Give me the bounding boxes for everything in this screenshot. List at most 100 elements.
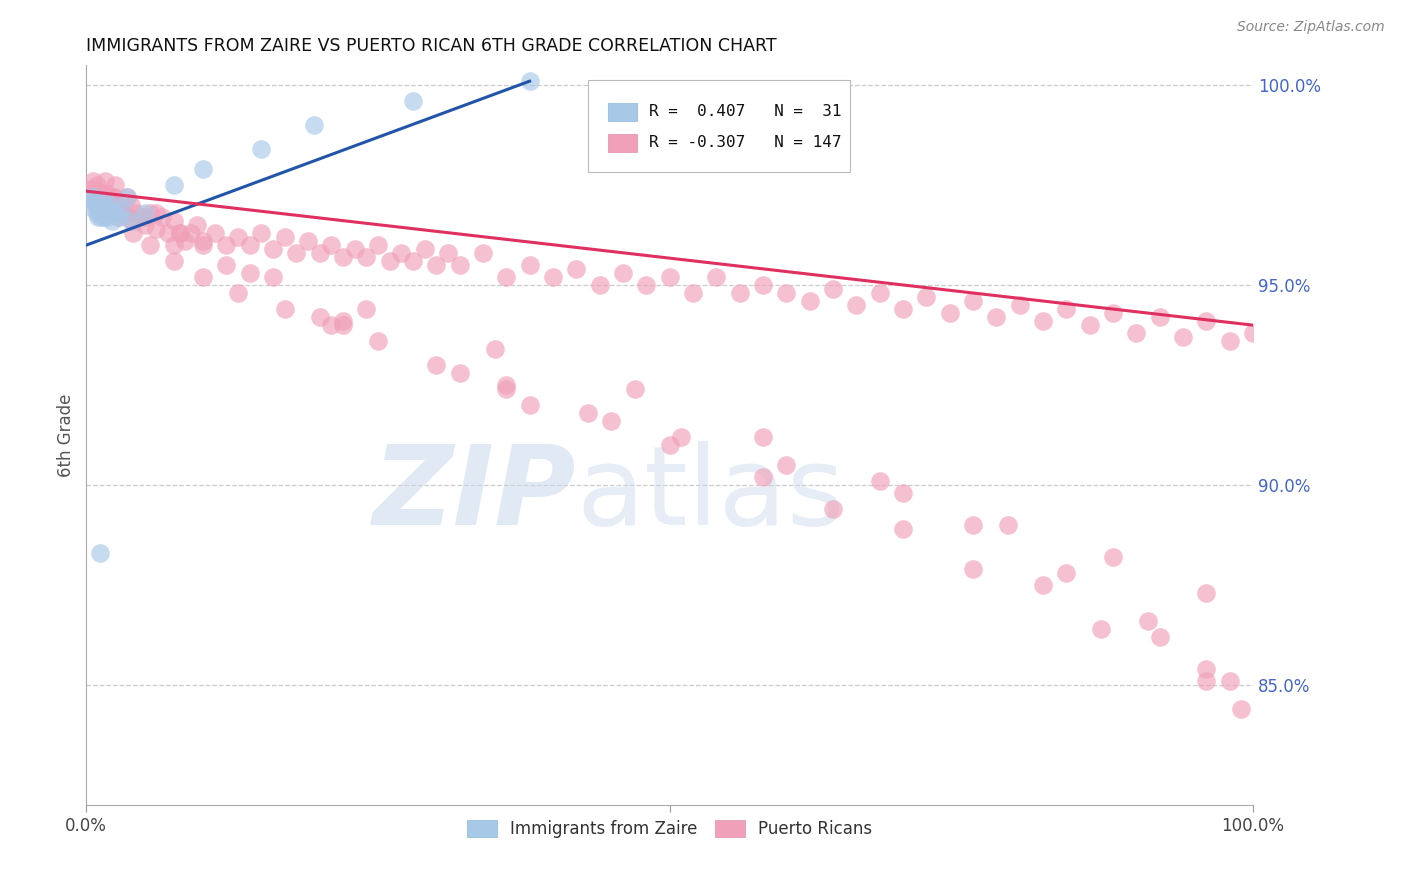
Point (752, 278, 775, 293)
Text: ZIP: ZIP (373, 441, 576, 548)
Point (1149, 310, 1171, 325)
Point (354, 302, 377, 317)
Point (671, 430, 693, 444)
Point (402, 254, 425, 268)
Point (120, 214, 142, 228)
Point (89, 186, 111, 201)
Point (180, 226, 202, 240)
Point (84, 198, 107, 212)
Point (98, 194, 121, 209)
Point (145, 222, 167, 236)
Point (110, 198, 132, 212)
Point (163, 178, 186, 193)
Point (89, 198, 111, 212)
Point (101, 214, 124, 228)
Point (1008, 298, 1031, 312)
Point (1102, 550, 1125, 565)
Point (100, 198, 122, 212)
Point (94, 186, 117, 201)
Point (169, 226, 191, 240)
Point (1195, 314, 1218, 328)
Point (82, 174, 104, 188)
Point (449, 366, 471, 380)
Point (191, 238, 214, 252)
Point (129, 210, 152, 224)
Point (704, 270, 727, 285)
Point (308, 310, 330, 325)
Point (962, 294, 984, 309)
Point (821, 502, 844, 516)
Point (139, 238, 162, 252)
Point (495, 382, 517, 396)
Point (425, 358, 447, 372)
Point (1136, 614, 1159, 628)
Point (997, 518, 1019, 533)
Point (915, 290, 938, 304)
Point (484, 342, 506, 356)
Point (204, 226, 226, 240)
Point (612, 266, 634, 280)
Point (83, 190, 105, 204)
Point (94, 202, 117, 216)
Point (297, 234, 319, 248)
Point (752, 430, 775, 444)
Point (239, 266, 262, 280)
Point (191, 234, 214, 248)
Point (1054, 302, 1077, 317)
Point (308, 246, 330, 260)
Point (150, 210, 173, 224)
Point (962, 518, 984, 533)
Point (86, 178, 108, 193)
Point (799, 294, 821, 309)
Point (98, 206, 121, 220)
Point (636, 278, 658, 293)
Point (191, 162, 214, 177)
Point (321, 318, 343, 332)
Point (191, 270, 214, 285)
Point (378, 254, 401, 268)
Point (110, 206, 132, 220)
Point (495, 270, 517, 285)
Point (134, 218, 156, 232)
Point (110, 202, 132, 216)
Point (145, 206, 167, 220)
Point (96, 198, 118, 212)
Point (367, 334, 389, 348)
Point (1241, 326, 1264, 340)
Point (1218, 334, 1240, 348)
Point (938, 306, 960, 320)
Point (891, 302, 914, 317)
Point (1149, 630, 1171, 644)
Point (87, 194, 110, 209)
Bar (607, 103, 637, 121)
Point (156, 226, 179, 240)
Point (565, 262, 588, 277)
Point (226, 230, 249, 244)
Point (588, 278, 610, 293)
Point (226, 286, 249, 301)
Legend: Immigrants from Zaire, Puerto Ricans: Immigrants from Zaire, Puerto Ricans (461, 814, 879, 845)
Point (83, 190, 105, 204)
Point (775, 286, 797, 301)
Point (83, 202, 105, 216)
Point (101, 190, 124, 204)
Point (437, 246, 460, 260)
Point (986, 310, 1008, 325)
Point (89, 546, 111, 560)
Point (115, 210, 138, 224)
Point (87, 210, 110, 224)
Point (108, 210, 131, 224)
Point (215, 238, 238, 252)
Point (1230, 702, 1253, 716)
Point (1195, 673, 1218, 688)
Point (107, 210, 129, 224)
Point (1171, 330, 1194, 344)
Point (623, 382, 645, 396)
Point (1195, 662, 1218, 676)
Bar (607, 134, 637, 153)
Point (1078, 318, 1101, 332)
Point (775, 458, 797, 472)
Text: atlas: atlas (576, 441, 845, 548)
Point (1102, 306, 1125, 320)
FancyBboxPatch shape (588, 80, 851, 172)
